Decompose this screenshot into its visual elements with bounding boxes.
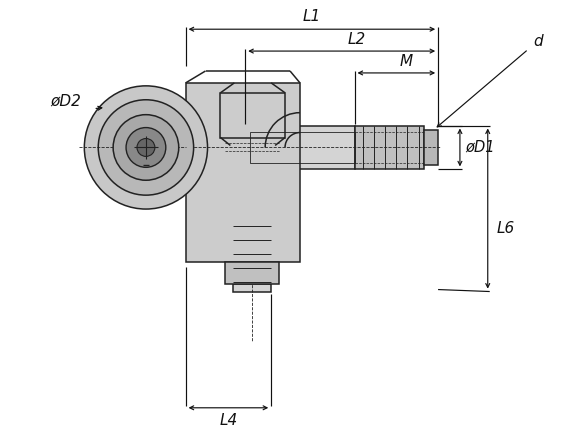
Bar (185, 83, 300, 262)
Text: M: M (400, 53, 413, 69)
Circle shape (113, 114, 179, 180)
Bar (233, 284, 271, 291)
Text: øD2: øD2 (50, 93, 81, 108)
Circle shape (99, 100, 194, 195)
Circle shape (85, 86, 208, 209)
Text: L2: L2 (347, 31, 366, 47)
Bar (250, 132, 354, 163)
Text: L6: L6 (497, 221, 515, 236)
Bar (424, 129, 438, 165)
Circle shape (126, 128, 166, 167)
Bar (226, 262, 279, 284)
Text: d: d (533, 34, 543, 49)
Bar (220, 93, 285, 138)
Text: øD1: øD1 (465, 140, 494, 155)
Circle shape (137, 139, 155, 156)
Bar (354, 125, 424, 169)
Bar (245, 125, 354, 169)
Text: L1: L1 (303, 9, 321, 24)
Text: L4: L4 (219, 413, 237, 428)
